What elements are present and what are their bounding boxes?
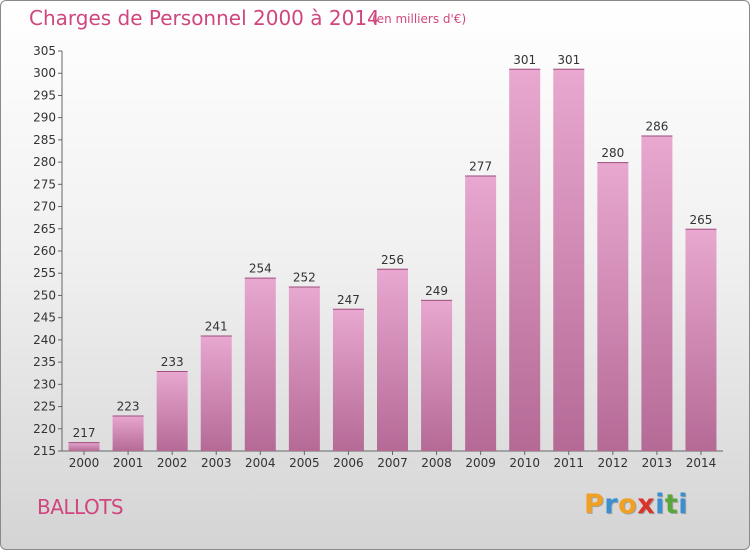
data-label: 241 [205,319,228,333]
logo-letter: r [604,489,619,520]
x-tick-label: 2008 [421,456,452,470]
y-tick-label: 265 [33,222,56,236]
data-label: 252 [293,271,316,285]
x-tick-label: 2000 [69,456,100,470]
y-tick-label: 235 [33,355,56,369]
bar [112,415,144,451]
x-tick-label: 2005 [289,456,320,470]
bar [200,335,232,451]
x-tick-label: 2009 [465,456,496,470]
y-tick-label: 290 [33,111,56,125]
x-tick-label: 2001 [113,456,144,470]
x-tick-label: 2011 [553,456,584,470]
bar [465,175,497,451]
logo-letter: x [637,489,656,520]
x-tick-label: 2013 [642,456,673,470]
proxiti-logo: Proxiti [584,489,688,520]
bar [332,308,364,451]
bar [377,268,408,451]
y-tick-label: 280 [33,155,56,169]
y-tick-label: 225 [33,400,56,414]
bar [288,286,320,451]
bar [641,135,673,451]
bars [68,68,717,452]
y-tick-label: 250 [33,288,56,302]
data-label: 233 [161,355,184,369]
y-tick-label: 255 [33,266,56,280]
x-tick-label: 2002 [157,456,188,470]
axes: 215 220 225 230 235 240 245 250 255 260 265 270 275 2… [33,44,723,470]
bar [597,162,629,451]
logo-letter: i [678,489,689,520]
x-tick-label: 2007 [377,456,408,470]
x-tick-label: 2012 [598,456,629,470]
y-tick-label: 305 [33,44,56,58]
y-tick-label: 270 [33,200,56,214]
data-label: 254 [249,262,272,276]
data-labels: 217 223 233 241 254 252 247 256 249 277 301 301 280 2… [73,53,713,440]
bar [68,442,100,451]
y-tick-label: 295 [33,88,56,102]
y-tick-label: 275 [33,177,56,191]
data-label: 256 [381,253,404,267]
x-tick-label: 2006 [333,456,364,470]
bar [421,299,453,451]
y-tick-label: 260 [33,244,56,258]
data-label: 286 [645,119,668,133]
y-tick-label: 230 [33,377,56,391]
x-tick-label: 2003 [201,456,232,470]
data-label: 301 [513,53,536,67]
y-tick-label: 220 [33,422,56,436]
bar [244,277,276,451]
bar [685,228,717,451]
data-label: 301 [557,53,580,67]
logo-letter: o [618,489,638,520]
commune-name: BALLOTS [37,495,124,519]
x-tick-label: 2010 [509,456,540,470]
x-tick-label: 2014 [686,456,717,470]
data-label: 249 [425,284,448,298]
bar [553,68,585,452]
data-label: 247 [337,293,360,307]
chart-subtitle: (en milliers d'€) [372,12,467,26]
logo-letter: t [664,489,679,520]
data-label: 280 [601,146,624,160]
logo-letter: P [584,489,605,520]
bar [509,68,541,452]
data-label: 265 [690,213,713,227]
y-tick-label: 215 [33,444,56,458]
x-tick-label: 2004 [245,456,276,470]
y-tick-label: 300 [33,66,56,80]
bar [156,371,188,451]
y-tick-label: 240 [33,333,56,347]
y-tick-label: 285 [33,133,56,147]
logo-letter: i [655,489,665,520]
data-label: 277 [469,159,492,173]
data-label: 217 [73,426,96,440]
data-label: 223 [117,399,140,413]
chart-title: Charges de Personnel 2000 à 2014 [29,6,380,30]
y-tick-label: 245 [33,311,56,325]
